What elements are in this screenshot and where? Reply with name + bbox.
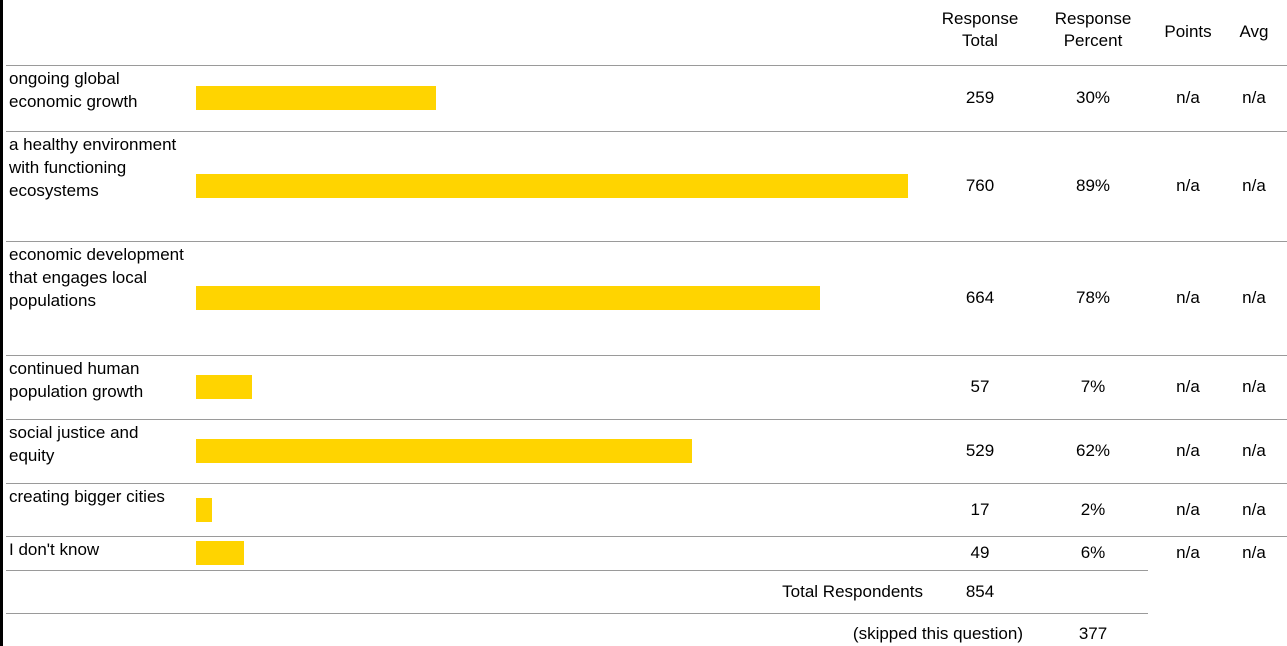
row-divider [6, 613, 1148, 614]
avg-value: n/a [1242, 377, 1266, 396]
response-total: 259 [965, 88, 995, 107]
row-divider [6, 570, 1148, 571]
total-respondents-label: Total Respondents [782, 582, 923, 601]
points-value: n/a [1176, 88, 1200, 107]
avg-value: n/a [1242, 500, 1266, 519]
row-divider [6, 419, 1287, 420]
points-value: n/a [1176, 543, 1200, 562]
answer-label: a healthy environment with functioning e… [9, 135, 177, 200]
row-divider [6, 536, 1287, 537]
response-percent: 78% [1075, 288, 1111, 307]
answer-label: creating bigger cities [9, 487, 165, 506]
response-bar [196, 286, 820, 310]
avg-value: n/a [1242, 441, 1266, 460]
response-bar [196, 439, 692, 463]
avg-value: n/a [1242, 176, 1266, 195]
response-total: 17 [970, 500, 990, 519]
row-divider [6, 131, 1287, 132]
response-total: 49 [970, 543, 990, 562]
header-avg: Avg [1239, 22, 1269, 41]
response-total: 664 [965, 288, 995, 307]
response-percent: 89% [1075, 176, 1111, 195]
answer-label: ongoing global economic growth [9, 69, 138, 111]
answer-label: economic development that engages local … [9, 245, 184, 310]
response-total: 529 [965, 441, 995, 460]
row-divider [6, 483, 1287, 484]
header-points: Points [1164, 22, 1212, 41]
row-divider [6, 65, 1287, 66]
response-percent: 30% [1075, 88, 1111, 107]
answer-label: social justice and equity [9, 423, 139, 465]
response-bar [196, 375, 252, 399]
response-total: 760 [965, 176, 995, 195]
avg-value: n/a [1242, 288, 1266, 307]
skipped-question-label: (skipped this question) [852, 624, 1023, 643]
points-value: n/a [1176, 288, 1200, 307]
response-total: 57 [970, 377, 990, 396]
row-divider [6, 241, 1287, 242]
response-bar [196, 86, 436, 110]
response-bar [196, 174, 908, 198]
answer-label: I don't know [9, 540, 100, 559]
response-bar [196, 498, 212, 522]
points-value: n/a [1176, 377, 1200, 396]
skipped-question-value: 377 [1078, 624, 1108, 643]
answer-label: continued human population growth [9, 359, 144, 401]
total-respondents-value: 854 [965, 582, 995, 601]
response-percent: 62% [1075, 441, 1111, 460]
row-divider [6, 355, 1287, 356]
points-value: n/a [1176, 176, 1200, 195]
header-response-percent: Response Percent [1054, 9, 1132, 50]
header-response-total: Response Total [941, 9, 1019, 50]
points-value: n/a [1176, 500, 1200, 519]
avg-value: n/a [1242, 543, 1266, 562]
response-percent: 7% [1080, 377, 1106, 396]
response-percent: 6% [1080, 543, 1106, 562]
avg-value: n/a [1242, 88, 1266, 107]
points-value: n/a [1176, 441, 1200, 460]
response-bar [196, 541, 244, 565]
response-percent: 2% [1080, 500, 1106, 519]
